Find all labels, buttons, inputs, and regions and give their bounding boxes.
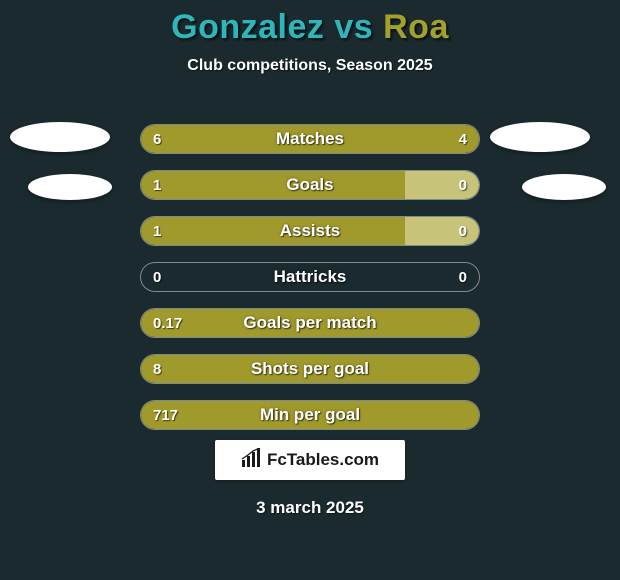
stat-bar-row: Hattricks0 0 <box>140 262 480 292</box>
stat-bar-row: Min per goal717 <box>140 400 480 430</box>
bar-label: Hattricks <box>141 263 479 291</box>
chart-icon <box>241 448 263 473</box>
stat-bar-row: Matches64 <box>140 124 480 154</box>
player1-name: Gonzalez <box>171 8 324 46</box>
stat-bars-container: Matches64 Goals10 Assists10 Hattricks0 0 Goal… <box>140 124 480 446</box>
bar-fill-left <box>141 401 479 429</box>
stat-bar-row: Shots per goal8 <box>140 354 480 384</box>
bar-fill-left <box>141 355 479 383</box>
bar-fill-left <box>141 217 405 245</box>
player1-badge-bottom <box>28 174 112 200</box>
bar-fill-right <box>405 217 479 245</box>
vs-text: vs <box>334 8 373 46</box>
bar-fill-left <box>141 309 479 337</box>
bar-fill-right <box>344 125 479 153</box>
bar-value-right: 0 <box>459 263 467 291</box>
bar-value-left: 0 <box>153 263 161 291</box>
page-title: Gonzalez vs Roa <box>0 0 620 47</box>
stat-bar-row: Goals per match0.17 <box>140 308 480 338</box>
player2-name: Roa <box>383 8 449 46</box>
stat-bar-row: Goals10 <box>140 170 480 200</box>
bar-fill-left <box>141 171 405 199</box>
bar-fill-left <box>141 125 344 153</box>
fctables-logo: FcTables.com <box>215 440 405 480</box>
subtitle: Club competitions, Season 2025 <box>0 57 620 75</box>
player2-badge-top <box>490 122 590 152</box>
bar-fill-right <box>405 171 479 199</box>
player2-badge-bottom <box>522 174 606 200</box>
stat-bar-row: Assists10 <box>140 216 480 246</box>
logo-text: FcTables.com <box>267 450 379 470</box>
footer-date: 3 march 2025 <box>0 498 620 518</box>
player1-badge-top <box>10 122 110 152</box>
